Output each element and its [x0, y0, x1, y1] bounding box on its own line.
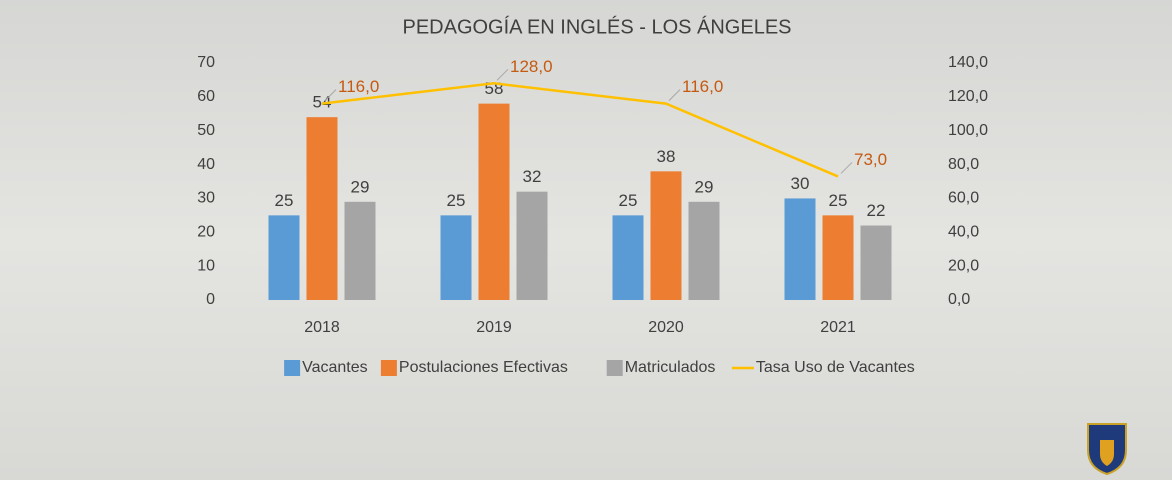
y2-tick-label: 40,0 [948, 224, 979, 241]
y2-tick-label: 20,0 [948, 257, 979, 274]
y2-tick-label: 140,0 [948, 54, 988, 71]
bar [823, 215, 854, 300]
legend-label: Matriculados [625, 359, 716, 376]
bar [441, 215, 472, 300]
bar [517, 192, 548, 300]
data-label: 25 [447, 191, 466, 210]
data-label: 25 [829, 191, 848, 210]
legend-marker [381, 360, 397, 376]
legend-marker [607, 360, 623, 376]
bar [785, 198, 816, 300]
legend-label: Vacantes [302, 359, 368, 376]
data-label: 116,0 [338, 77, 379, 96]
x-tick-label: 2018 [304, 319, 340, 336]
y2-tick-label: 100,0 [948, 122, 988, 139]
data-label: 116,0 [682, 77, 723, 96]
data-label: 25 [275, 191, 294, 210]
y-tick-label: 30 [197, 190, 215, 207]
y-tick-label: 20 [197, 224, 215, 241]
bar [613, 215, 644, 300]
y-tick-label: 40 [197, 156, 215, 173]
bar [345, 202, 376, 300]
data-label: 30 [791, 174, 810, 193]
bar [269, 215, 300, 300]
x-tick-label: 2020 [648, 319, 684, 336]
data-label: 25 [619, 191, 638, 210]
bar [689, 202, 720, 300]
x-tick-label: 2019 [476, 319, 512, 336]
y-tick-label: 60 [197, 88, 215, 105]
bar [479, 104, 510, 300]
y-tick-label: 0 [206, 291, 215, 308]
data-label: 22 [867, 201, 886, 220]
y-tick-label: 10 [197, 257, 215, 274]
legend-marker [284, 360, 300, 376]
y2-tick-label: 60,0 [948, 190, 979, 207]
chart: PEDAGOGÍA EN INGLÉS - LOS ÁNGELES 0 10 20 3… [0, 0, 1172, 480]
y-tick-label: 70 [197, 54, 215, 71]
data-label: 38 [657, 147, 676, 166]
data-label: 73,0 [854, 150, 887, 169]
y2-tick-label: 0,0 [948, 291, 970, 308]
y2-tick-label: 80,0 [948, 156, 979, 173]
bar [651, 171, 682, 300]
logo [1088, 424, 1126, 474]
y-tick-label: 50 [197, 122, 215, 139]
data-label: 29 [351, 177, 370, 196]
data-label: 32 [523, 167, 542, 186]
legend-label: Tasa Uso de Vacantes [756, 359, 915, 376]
data-label: 29 [695, 177, 714, 196]
bar [861, 226, 892, 300]
chart-title: PEDAGOGÍA EN INGLÉS - LOS ÁNGELES [402, 15, 791, 38]
x-tick-label: 2021 [820, 319, 856, 336]
background [0, 0, 1172, 480]
data-label: 128,0 [510, 57, 553, 76]
y2-tick-label: 120,0 [948, 88, 988, 105]
legend-label: Postulaciones Efectivas [399, 359, 568, 376]
data-label: 58 [485, 79, 504, 98]
bar [307, 117, 338, 300]
